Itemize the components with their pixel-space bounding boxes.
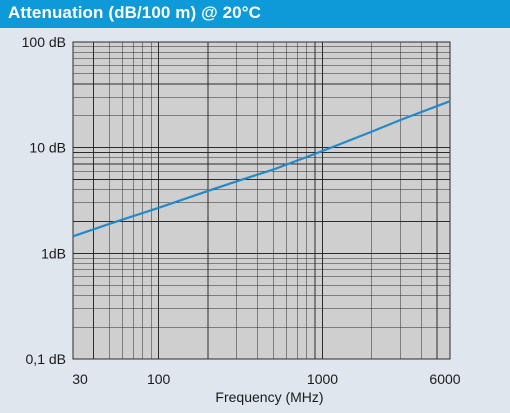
y-tick-label: 10 dB bbox=[29, 140, 66, 156]
title-bar: Attenuation (dB/100 m) @ 20°C bbox=[0, 0, 510, 28]
grid bbox=[72, 42, 451, 360]
x-tick-label: 6000 bbox=[429, 371, 460, 387]
x-tick-label: 30 bbox=[72, 371, 88, 387]
series-layer bbox=[72, 100, 451, 238]
y-tick-label: 0,1 dB bbox=[26, 351, 66, 367]
y-tick-label: 100 dB bbox=[22, 34, 66, 50]
attenuation-line bbox=[72, 100, 451, 238]
x-tick-label: 1000 bbox=[307, 371, 338, 387]
x-axis-label: Frequency (MHz) bbox=[215, 389, 323, 405]
x-tick-label: 100 bbox=[147, 371, 171, 387]
y-tick-label: 1dB bbox=[41, 245, 66, 261]
tick-labels: 100 dB 10 dB 1dB 0,1 dB 30 100 1000 6000 bbox=[22, 34, 461, 387]
plot-area bbox=[72, 41, 451, 360]
chart-title: Attenuation (dB/100 m) @ 20°C bbox=[8, 3, 261, 22]
